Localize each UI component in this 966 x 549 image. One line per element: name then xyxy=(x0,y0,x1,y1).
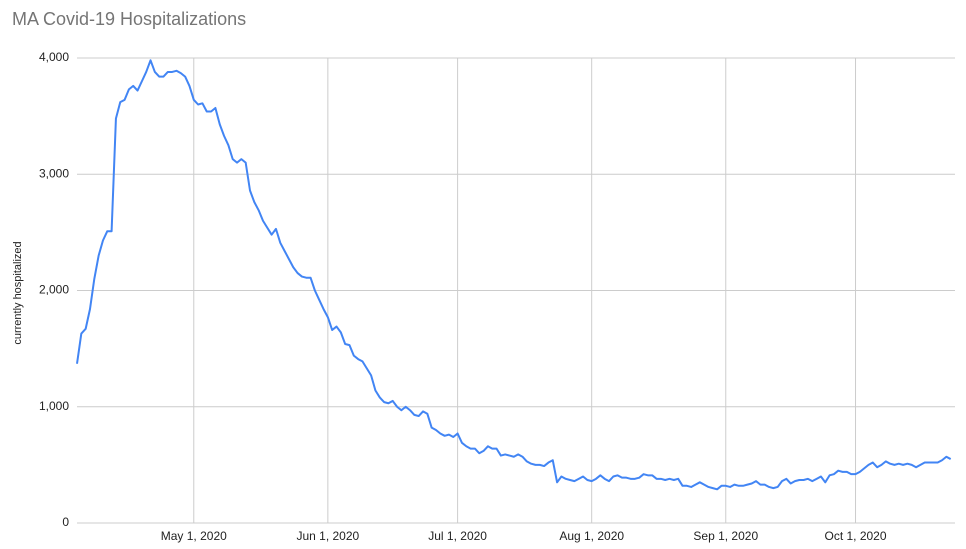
x-tick-label: Aug 1, 2020 xyxy=(559,529,624,543)
x-tick-label: Jul 1, 2020 xyxy=(428,529,487,543)
y-tick-label: 0 xyxy=(62,515,69,529)
y-tick-label: 3,000 xyxy=(39,166,69,180)
x-tick-label: Sep 1, 2020 xyxy=(693,529,758,543)
y-tick-label: 2,000 xyxy=(39,283,69,297)
x-tick-label: Oct 1, 2020 xyxy=(824,529,886,543)
data-line xyxy=(76,59,952,491)
y-tick-label: 1,000 xyxy=(39,399,69,413)
chart-title: MA Covid-19 Hospitalizations xyxy=(12,9,246,29)
x-tick-label: May 1, 2020 xyxy=(161,529,227,543)
x-tick-label: Jun 1, 2020 xyxy=(296,529,359,543)
y-axis-label: currently hospitalized xyxy=(12,241,24,344)
y-tick-label: 4,000 xyxy=(39,50,69,64)
